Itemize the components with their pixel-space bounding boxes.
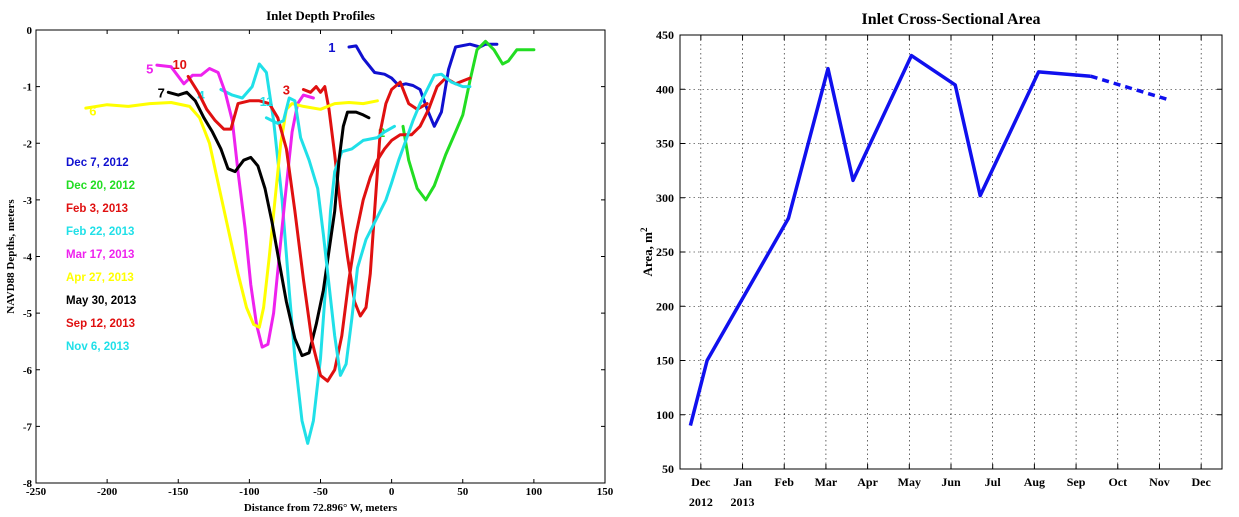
profile-line bbox=[219, 62, 396, 445]
x-tick-label: -250 bbox=[26, 486, 47, 498]
y-tick-label: 150 bbox=[656, 354, 674, 368]
y-tick-label: 100 bbox=[656, 408, 674, 422]
profile-number-label: 5 bbox=[146, 62, 153, 77]
chart-title: Inlet Depth Profiles bbox=[266, 8, 375, 23]
legend-entry: Sep 12, 2013 bbox=[66, 318, 135, 330]
year-label: 2013 bbox=[731, 495, 755, 509]
legend-entry: Nov 6, 2013 bbox=[66, 341, 129, 353]
month-label: Jul bbox=[985, 475, 1002, 489]
x-tick-label: -50 bbox=[313, 486, 328, 498]
profile-number-label: 1 bbox=[328, 40, 335, 55]
y-tick-label: 250 bbox=[656, 245, 674, 259]
profile-line bbox=[347, 42, 499, 128]
legend-entry: May 30, 2013 bbox=[66, 295, 136, 307]
x-tick-label: -200 bbox=[97, 486, 118, 498]
y-tick-label: -4 bbox=[23, 252, 33, 264]
profile-number-label: 7 bbox=[158, 85, 165, 100]
month-label: Sep bbox=[1067, 475, 1086, 489]
y-tick-label: 0 bbox=[27, 25, 33, 37]
month-label: Dec bbox=[1191, 475, 1211, 489]
legend-entry: Dec 7, 2012 bbox=[66, 157, 129, 169]
x-tick-label: -100 bbox=[239, 486, 260, 498]
legend-entry: Feb 22, 2013 bbox=[66, 226, 134, 238]
x-tick-label: 0 bbox=[389, 486, 395, 498]
y-tick-label: -8 bbox=[23, 478, 33, 490]
depth-profile-chart: -250 -200 -150 -100 -50 0 50 100 150-8-7-6-5-4-3… bbox=[5, 8, 614, 514]
y-axis-label-text: Area, m bbox=[640, 232, 655, 277]
profile-number-label: 10 bbox=[172, 57, 186, 72]
y-tick-label: 200 bbox=[656, 299, 674, 313]
y-tick-label: -6 bbox=[23, 365, 33, 377]
y-tick-label: -5 bbox=[23, 308, 33, 320]
x-axis-label: Distance from 72.896° W, meters bbox=[244, 502, 398, 514]
month-label: Apr bbox=[857, 475, 878, 489]
y-axis-label: Area, m2 bbox=[639, 227, 655, 277]
y-tick-label: -3 bbox=[23, 195, 33, 207]
year-label: 2012 bbox=[689, 495, 713, 509]
month-label: Dec bbox=[691, 475, 711, 489]
x-tick-label: 50 bbox=[457, 486, 469, 498]
area-line-dashed bbox=[1090, 74, 1171, 102]
legend-entry: Feb 3, 2013 bbox=[66, 203, 128, 215]
y-axis-label: NAVD88 Depths, meters bbox=[5, 199, 17, 314]
month-label: Nov bbox=[1149, 475, 1170, 489]
y-axis-label-superscript: 2 bbox=[639, 227, 649, 232]
y-tick-label: 300 bbox=[656, 191, 674, 205]
legend-entry: Apr 27, 2013 bbox=[66, 272, 134, 284]
legend-entry: Mar 17, 2013 bbox=[66, 249, 134, 261]
x-tick-label: -150 bbox=[168, 486, 189, 498]
y-tick-label: -2 bbox=[23, 138, 33, 150]
month-label: Feb bbox=[775, 475, 795, 489]
cross-section-area-chart: 50 100 150 200 250 300 350 400 450 Dec Jan Feb Mar Ap… bbox=[639, 11, 1223, 509]
profile-number-label: 3 bbox=[283, 82, 290, 97]
y-tick-label: -1 bbox=[23, 82, 32, 94]
profile-number-label: 11 bbox=[260, 94, 274, 109]
x-tick-label: 100 bbox=[526, 486, 543, 498]
legend-entry: Dec 20, 2012 bbox=[66, 180, 135, 192]
y-tick-label: 50 bbox=[662, 462, 674, 476]
month-label: Mar bbox=[815, 475, 838, 489]
chart-title: Inlet Cross-Sectional Area bbox=[862, 11, 1041, 28]
y-tick-label: 350 bbox=[656, 137, 674, 151]
month-label: Oct bbox=[1108, 475, 1127, 489]
month-label: Aug bbox=[1024, 475, 1045, 489]
y-tick-label: 400 bbox=[656, 82, 674, 96]
profile-number-label: 6 bbox=[89, 103, 96, 118]
y-tick-label: 450 bbox=[656, 28, 674, 42]
x-tick-label: 150 bbox=[597, 486, 614, 498]
profile-line bbox=[264, 72, 472, 377]
month-label: Jan bbox=[733, 475, 752, 489]
profile-line bbox=[84, 99, 379, 329]
month-label: May bbox=[898, 475, 921, 489]
profile-line bbox=[401, 39, 536, 202]
month-label: Jun bbox=[941, 475, 961, 489]
y-tick-label: -7 bbox=[23, 421, 33, 433]
area-line-solid bbox=[688, 53, 1091, 427]
profile-line bbox=[301, 80, 429, 318]
profile-line bbox=[166, 90, 371, 358]
profile-line bbox=[186, 74, 472, 383]
